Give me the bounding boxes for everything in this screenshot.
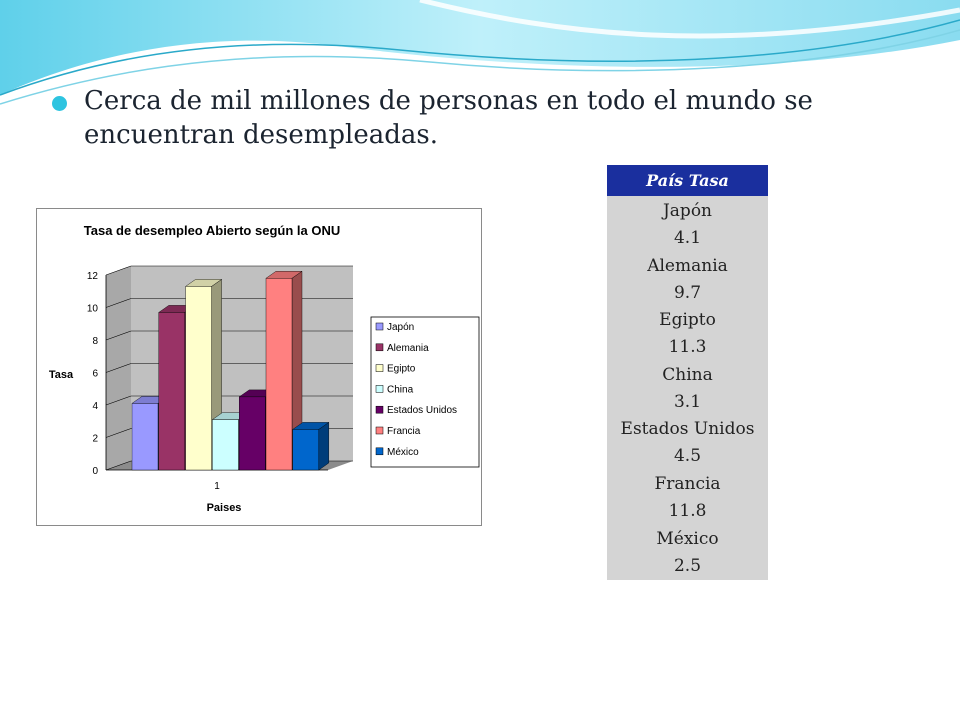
table-cell-country: Estados Unidos	[620, 419, 755, 440]
table-cell-rate: 9.7	[673, 282, 702, 303]
bar-side	[318, 421, 329, 471]
bar	[238, 396, 266, 471]
bullet-text: Cerca de mil millones de personas en tod…	[84, 86, 813, 150]
header-wave-decoration	[0, 0, 960, 105]
y-tick-label: 12	[87, 271, 99, 282]
legend-swatch	[375, 405, 384, 414]
bar	[292, 429, 320, 471]
bullet-point: Cerca de mil millones de personas en tod…	[52, 84, 912, 152]
bar	[185, 286, 212, 471]
table-cell-country: Japón	[662, 201, 713, 221]
bullet-icon	[52, 96, 67, 111]
table-cell-rate: 3.1	[673, 391, 702, 412]
table-cell-country: Egipto	[659, 310, 716, 331]
table-cell-rate: 4.5	[673, 446, 702, 467]
bar	[158, 312, 186, 471]
gridline	[105, 265, 353, 276]
table-row: Alemania 9.7	[607, 253, 768, 308]
y-tick-label: 6	[92, 369, 98, 380]
x-axis-label: Paises	[207, 502, 242, 514]
table-header: País Tasa	[607, 165, 768, 196]
table-cell-country: China	[662, 364, 713, 385]
y-tick-label: 0	[92, 466, 98, 477]
table-cell-rate: 11.3	[668, 337, 707, 358]
country-rate-table: País Tasa Japón 4.1 Alemania 9.7 Egipto 11.3 C…	[607, 165, 768, 580]
legend-label: Egipto	[387, 364, 416, 375]
legend-label: Alemania	[387, 343, 429, 354]
table-cell-rate: 4.1	[673, 228, 702, 248]
legend-label: Francia	[387, 426, 421, 437]
bar	[131, 403, 159, 471]
table-row: Francia 11.8	[607, 471, 768, 526]
table-cell-rate: 2.5	[673, 555, 702, 576]
legend-swatch	[375, 447, 384, 456]
chart-canvas: Tasa de desempleo Abierto según la ONU 0 2…	[49, 223, 480, 514]
legend-swatch	[375, 385, 384, 393]
y-tick-label: 4	[92, 401, 98, 412]
legend-swatch	[375, 426, 384, 435]
legend-label: México	[387, 447, 419, 458]
legend-swatch	[375, 322, 384, 331]
bar	[265, 278, 293, 471]
x-tick-label: 1	[214, 481, 220, 492]
legend-label: Japón	[387, 322, 414, 333]
y-axis-label: Tasa	[49, 369, 74, 381]
chart-legend	[370, 316, 480, 468]
legend-label: Estados Unidos	[387, 405, 457, 416]
chart-title: Tasa de desempleo Abierto según la ONU	[84, 223, 340, 238]
table-row: Egipto 11.3	[607, 307, 768, 362]
legend-swatch	[375, 364, 384, 372]
table-row: Japón 4.1	[607, 198, 768, 253]
bar-chart: Tasa de desempleo Abierto según la ONU 0 2…	[36, 208, 482, 526]
y-tick-label: 10	[87, 304, 99, 315]
legend-swatch	[375, 343, 384, 352]
table-body: Japón 4.1 Alemania 9.7 Egipto 11.3 China 3.1 Est…	[607, 196, 768, 580]
bar	[212, 419, 239, 471]
table-cell-country: Francia	[654, 473, 721, 494]
y-tick-label: 2	[92, 434, 98, 445]
table-cell-country: México	[656, 528, 719, 549]
legend-label: China	[387, 384, 414, 395]
table-row: Estados Unidos 4.5	[607, 416, 768, 471]
table-row: México 2.5	[607, 526, 768, 581]
table-row: China 3.1	[607, 362, 768, 417]
table-cell-rate: 11.8	[668, 500, 707, 521]
y-tick-label: 8	[92, 336, 98, 347]
table-cell-country: Alemania	[647, 255, 728, 276]
